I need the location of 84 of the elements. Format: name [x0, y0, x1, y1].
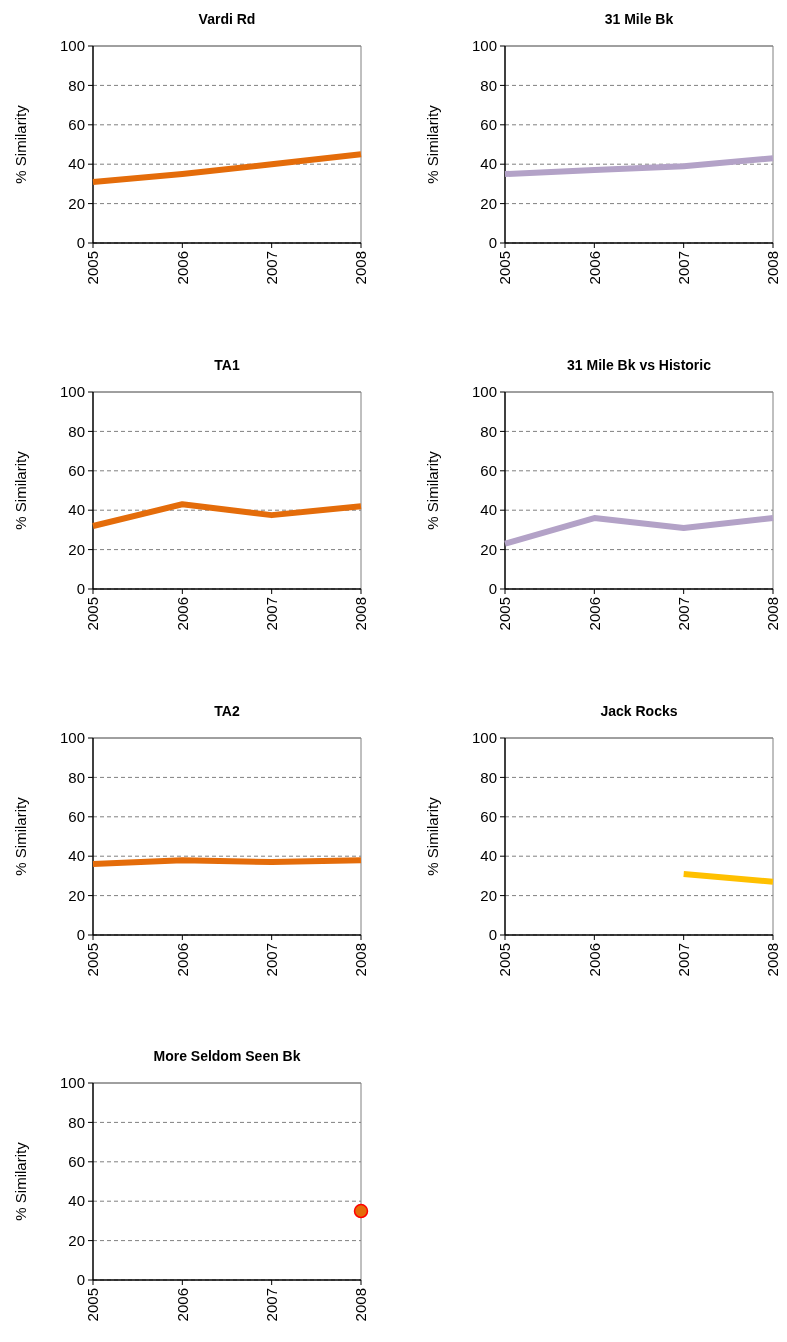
chart-title: Jack Rocks: [600, 703, 678, 719]
x-tick-label: 2005: [496, 597, 514, 631]
chart-title: Vardi Rd: [198, 11, 256, 27]
y-tick-label: 80: [480, 76, 497, 94]
y-tick-label: 60: [68, 116, 85, 134]
y-tick-label: 80: [68, 768, 85, 786]
y-tick-label: 0: [488, 234, 497, 252]
y-tick-label: 100: [59, 383, 85, 401]
y-tick-label: 20: [480, 540, 497, 558]
x-tick-label: 2008: [764, 251, 782, 285]
x-tick-label: 2005: [84, 251, 102, 285]
y-tick-label: 100: [59, 37, 85, 55]
y-tick-label: 60: [68, 462, 85, 480]
y-tick-label: 80: [480, 768, 497, 786]
y-tick-label: 20: [480, 194, 497, 212]
y-tick-label: 40: [68, 155, 85, 173]
y-tick-label: 20: [68, 1231, 85, 1249]
y-tick-label: 0: [76, 926, 85, 944]
x-tick-label: 2007: [674, 597, 692, 631]
x-tick-label: 2007: [674, 943, 692, 977]
y-tick-label: 20: [68, 194, 85, 212]
y-tick-label: 80: [68, 1113, 85, 1131]
x-tick-label: 2008: [764, 943, 782, 977]
x-tick-label: 2006: [585, 943, 603, 977]
x-tick-label: 2006: [173, 251, 191, 285]
x-tick-label: 2005: [84, 597, 102, 631]
y-tick-label: 40: [480, 155, 497, 173]
x-tick-label: 2007: [262, 597, 280, 631]
x-tick-label: 2008: [352, 943, 370, 977]
y-axis-title: % Similarity: [424, 104, 442, 184]
y-tick-label: 0: [76, 1271, 85, 1289]
y-tick-label: 80: [480, 422, 497, 440]
x-tick-label: 2005: [496, 943, 514, 977]
x-tick-label: 2006: [173, 597, 191, 631]
y-axis-title: % Similarity: [12, 1141, 30, 1221]
y-axis-title: % Similarity: [424, 450, 442, 530]
y-tick-label: 40: [68, 501, 85, 519]
y-tick-label: 80: [68, 422, 85, 440]
x-tick-label: 2006: [585, 597, 603, 631]
y-tick-label: 0: [488, 926, 497, 944]
y-tick-label: 0: [488, 580, 497, 598]
y-tick-label: 100: [59, 729, 85, 747]
y-tick-label: 100: [471, 37, 497, 55]
chart-title: More Seldom Seen Bk: [153, 1048, 301, 1064]
x-tick-label: 2008: [352, 251, 370, 285]
y-tick-label: 80: [68, 76, 85, 94]
y-tick-label: 20: [480, 886, 497, 904]
y-tick-label: 60: [68, 808, 85, 826]
x-tick-label: 2007: [674, 251, 692, 285]
y-axis-title: % Similarity: [12, 450, 30, 530]
y-tick-label: 0: [76, 580, 85, 598]
y-axis-title: % Similarity: [12, 796, 30, 876]
x-tick-label: 2007: [262, 1288, 280, 1322]
y-tick-label: 40: [480, 847, 497, 865]
x-tick-label: 2006: [173, 1288, 191, 1322]
y-tick-label: 100: [471, 383, 497, 401]
y-axis-title: % Similarity: [424, 796, 442, 876]
y-tick-label: 40: [68, 847, 85, 865]
x-tick-label: 2006: [173, 943, 191, 977]
y-tick-label: 20: [68, 886, 85, 904]
x-tick-label: 2007: [262, 251, 280, 285]
y-tick-label: 100: [471, 729, 497, 747]
y-tick-label: 100: [59, 1074, 85, 1092]
y-tick-label: 60: [68, 1153, 85, 1171]
y-axis-title: % Similarity: [12, 104, 30, 184]
y-tick-label: 60: [480, 116, 497, 134]
x-tick-label: 2008: [352, 597, 370, 631]
y-tick-label: 40: [480, 501, 497, 519]
x-tick-label: 2007: [262, 943, 280, 977]
chart-title: 31 Mile Bk: [604, 11, 674, 27]
x-tick-label: 2005: [84, 943, 102, 977]
y-tick-label: 0: [76, 234, 85, 252]
y-tick-label: 40: [68, 1192, 85, 1210]
x-tick-label: 2006: [585, 251, 603, 285]
x-tick-label: 2008: [352, 1288, 370, 1322]
x-tick-label: 2008: [764, 597, 782, 631]
y-tick-label: 20: [68, 540, 85, 558]
chart-title: TA1: [214, 357, 240, 373]
chart-title: 31 Mile Bk vs Historic: [567, 357, 712, 373]
y-tick-label: 60: [480, 808, 497, 826]
x-tick-label: 2005: [84, 1288, 102, 1322]
x-tick-label: 2005: [496, 251, 514, 285]
chart-title: TA2: [214, 703, 240, 719]
y-tick-label: 60: [480, 462, 497, 480]
